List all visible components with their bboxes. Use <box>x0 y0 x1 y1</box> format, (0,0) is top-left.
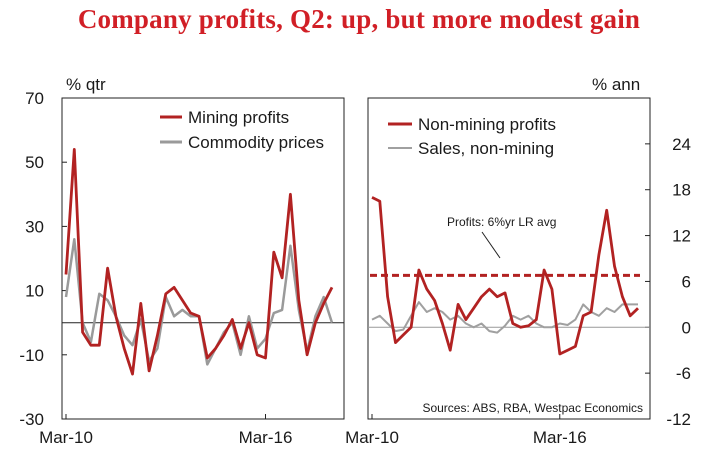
left-y-axis-label: % qtr <box>66 75 106 94</box>
y-tick-label: 12 <box>672 227 691 246</box>
line-mining-profits <box>64 148 334 376</box>
y-tick-label: 6 <box>682 272 691 291</box>
y-tick-label: 70 <box>25 89 44 108</box>
x-tick-label: Mar-16 <box>533 428 587 447</box>
left-panel: % qtr 70 50 30 10 -10 -30 Mar-10 Mar-16 Mining… <box>19 75 345 447</box>
line-commodity-prices <box>64 237 334 366</box>
y-tick-label: -12 <box>666 410 691 429</box>
reference-line-label: Profits: 6%yr LR avg <box>447 215 556 229</box>
y-tick-label: 24 <box>672 135 691 154</box>
y-tick-label: -10 <box>19 346 44 365</box>
y-tick-label: -6 <box>676 364 691 383</box>
reference-line-pointer <box>481 231 501 259</box>
y-tick-label: 18 <box>672 181 691 200</box>
legend-label-mining-profits: Mining profits <box>188 108 289 127</box>
line-non-mining-profits <box>371 196 639 356</box>
x-tick-label: Mar-10 <box>345 428 399 447</box>
source-note: Sources: ABS, RBA, Westpac Economics <box>422 401 643 415</box>
x-tick-label: Mar-16 <box>239 428 293 447</box>
right-panel: % ann 24 18 12 6 0 -6 -12 Mar-10 Mar-16 Profits… <box>345 75 691 447</box>
y-tick-label: 0 <box>682 318 691 337</box>
chart-title: Company profits, Q2: up, but more modest… <box>77 4 641 34</box>
left-plot-frame <box>61 97 345 420</box>
legend-label-sales-non-mining: Sales, non-mining <box>418 139 554 158</box>
y-tick-label: 10 <box>25 282 44 301</box>
y-tick-label: -30 <box>19 410 44 429</box>
y-tick-label: 50 <box>25 153 44 172</box>
x-tick-label: Mar-10 <box>39 428 93 447</box>
right-y-axis-label: % ann <box>592 75 640 94</box>
legend-label-commodity-prices: Commodity prices <box>188 133 324 152</box>
legend-label-non-mining-profits: Non-mining profits <box>418 115 556 134</box>
line-sales-non-mining <box>371 301 638 334</box>
y-tick-label: 30 <box>25 217 44 236</box>
right-plot-frame <box>367 97 651 420</box>
